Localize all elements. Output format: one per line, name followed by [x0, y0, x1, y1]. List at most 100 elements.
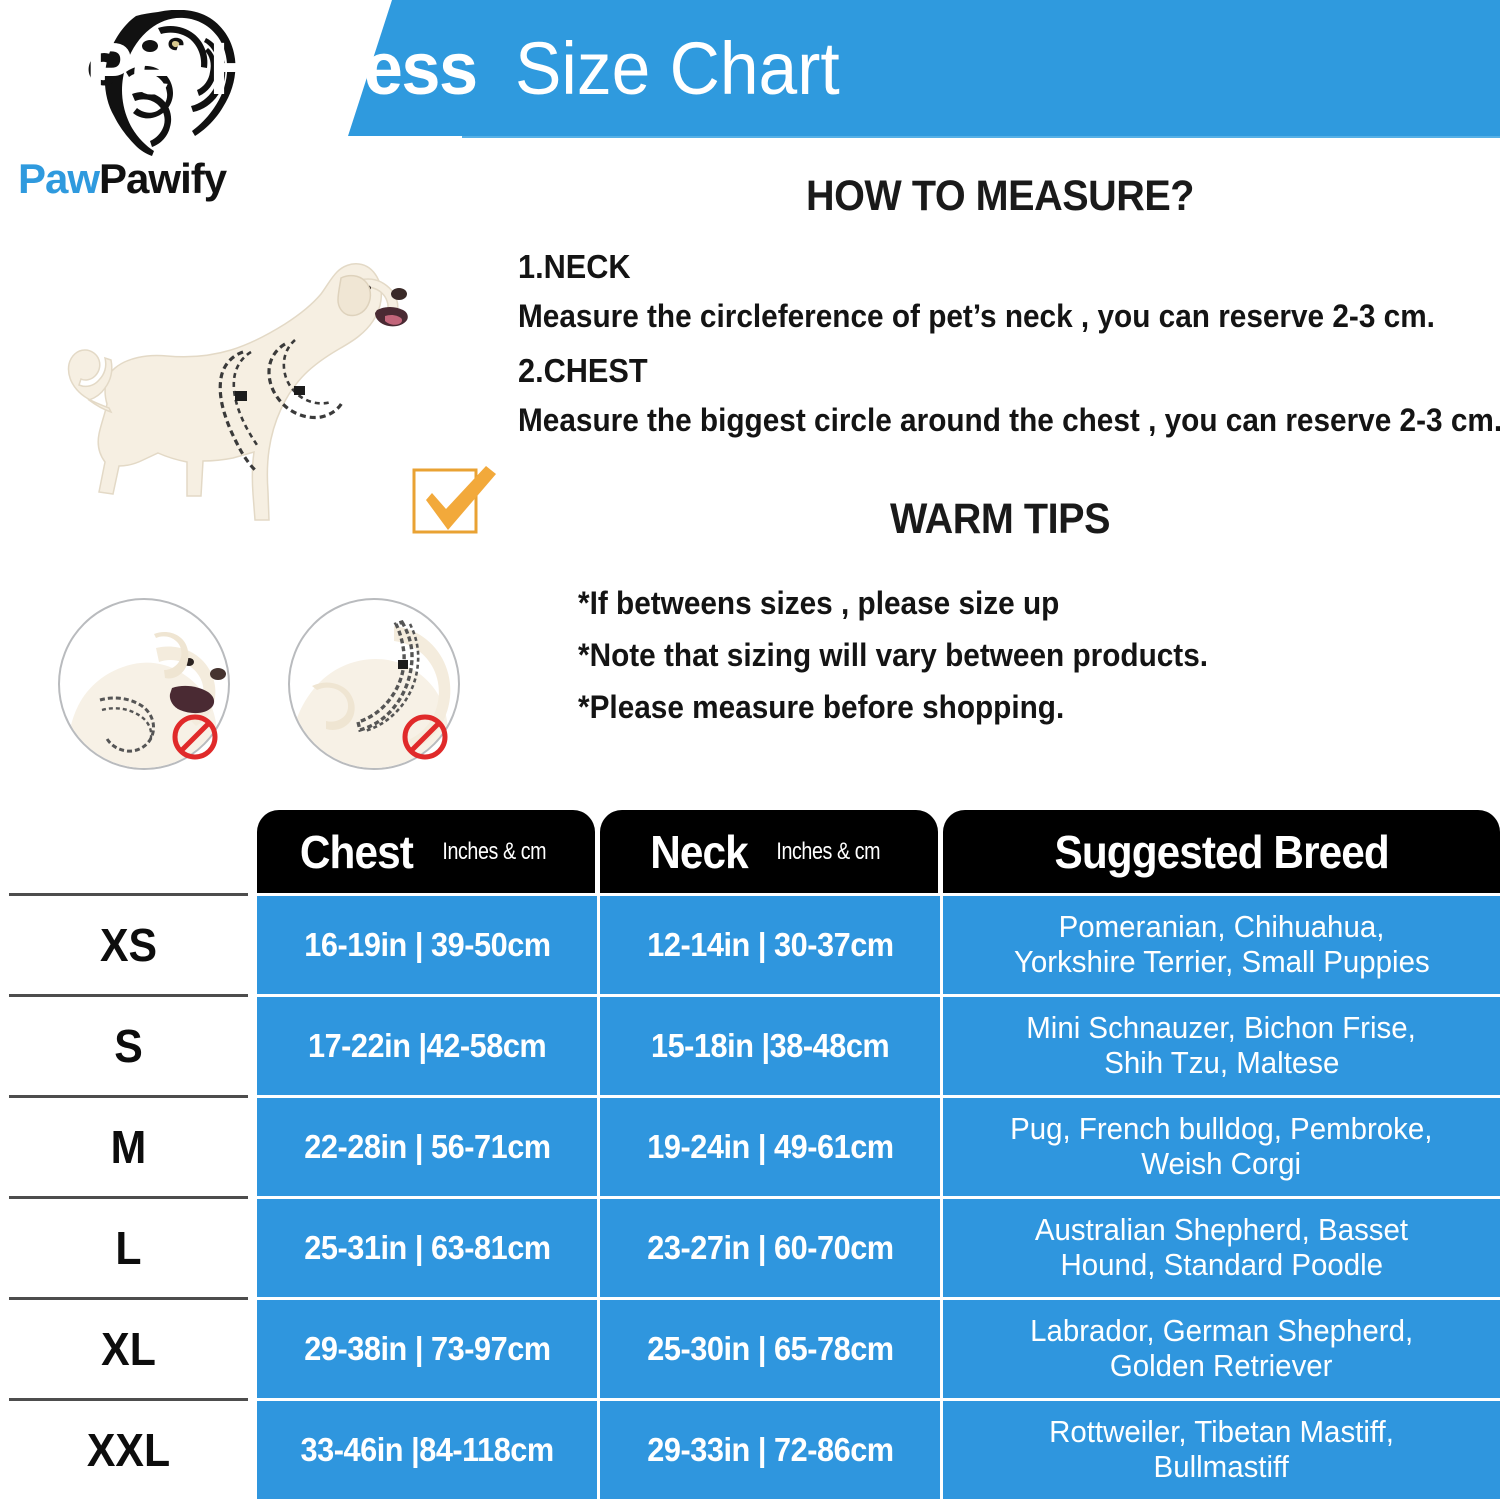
cell-chest-text: 33-46in |84-118cm: [300, 1431, 554, 1468]
cell-size: S: [8, 994, 249, 1095]
column-divider: [597, 893, 600, 994]
cell-chest-text: 25-31in | 63-81cm: [303, 1229, 551, 1266]
column-divider: [940, 1297, 943, 1398]
cell-chest-text: 16-19in | 39-50cm: [303, 926, 551, 963]
column-divider: [597, 1095, 600, 1196]
cell-chest: 17-22in |42-58cm: [257, 994, 597, 1095]
page-title: Pet Harness Size Chart: [86, 14, 1146, 124]
cell-size: XS: [8, 893, 249, 994]
cell-breed: Australian Shepherd, Basset Hound, Stand…: [943, 1196, 1500, 1297]
no-entry-icon: [170, 712, 220, 762]
cell-neck-text: 15-18in |38-48cm: [650, 1027, 890, 1064]
cell-neck-text: 23-27in | 60-70cm: [646, 1229, 894, 1266]
dog-head-icon: [58, 9, 278, 160]
cell-breed: Labrador, German Shepherd, Golden Retrie…: [943, 1297, 1500, 1398]
cell-neck: 19-24in | 49-61cm: [600, 1095, 940, 1196]
column-divider: [597, 1196, 600, 1297]
cell-breed-line1: Australian Shepherd, Basset: [1034, 1212, 1409, 1248]
cell-breed-line1: Pug, French bulldog, Pembroke,: [1010, 1111, 1433, 1147]
column-divider: [940, 1196, 943, 1297]
cell-chest: 16-19in | 39-50cm: [257, 893, 597, 994]
cell-chest-text: 22-28in | 56-71cm: [303, 1128, 551, 1165]
table-row: S 17-22in |42-58cm 15-18in |38-48cm Mini…: [0, 994, 1500, 1095]
table-row: XS 16-19in | 39-50cm 12-14in | 30-37cm P…: [0, 893, 1500, 994]
cell-neck: 12-14in | 30-37cm: [600, 893, 940, 994]
cell-size: L: [8, 1196, 249, 1297]
cell-chest: 29-38in | 73-97cm: [257, 1297, 597, 1398]
size-chart-table: Chest Inches & cm Neck Inches & cm Sugge…: [0, 800, 1500, 1500]
header-banner: [348, 0, 1500, 136]
cell-breed: Rottweiler, Tibetan Mastiff, Bullmastiff: [943, 1398, 1500, 1499]
cell-neck-text: 25-30in | 65-78cm: [646, 1330, 894, 1367]
cell-size: XXL: [8, 1398, 249, 1499]
brand-logo: PawPawify: [10, 9, 320, 220]
measure-step-2-text: Measure the biggest circle around the ch…: [518, 402, 1500, 438]
table-row: XXL 33-46in |84-118cm 29-33in | 72-86cm …: [0, 1398, 1500, 1499]
column-divider: [597, 1297, 600, 1398]
column-header-breed: Suggested Breed: [943, 810, 1500, 893]
cell-chest: 22-28in | 56-71cm: [257, 1095, 597, 1196]
cell-breed: Pug, French bulldog, Pembroke, Weish Cor…: [943, 1095, 1500, 1196]
warm-tips-heading: WARM TIPS: [889, 495, 1111, 543]
cell-neck-text: 12-14in | 30-37cm: [646, 926, 894, 963]
brand-name-part1: Paw: [18, 155, 100, 202]
column-divider: [940, 994, 943, 1095]
column-divider: [597, 1398, 600, 1499]
measure-step-2-label: 2.CHEST: [518, 352, 648, 389]
table-header-row: Chest Inches & cm Neck Inches & cm Sugge…: [0, 800, 1500, 893]
dog-with-measuring-tape-photo: [55, 248, 485, 578]
cell-neck-text: 29-33in | 72-86cm: [646, 1431, 894, 1468]
cell-breed-line2: Shih Tzu, Maltese: [1103, 1045, 1340, 1080]
column-divider: [940, 1398, 943, 1499]
cell-chest: 25-31in | 63-81cm: [257, 1196, 597, 1297]
cell-neck: 25-30in | 65-78cm: [600, 1297, 940, 1398]
cell-size: XL: [8, 1297, 249, 1398]
orange-checkmark-icon: [408, 460, 500, 540]
cell-breed-line1: Pomeranian, Chihuahua,: [1058, 909, 1385, 945]
cell-breed-line1: Labrador, German Shepherd,: [1029, 1313, 1414, 1349]
cell-neck: 15-18in |38-48cm: [600, 994, 940, 1095]
how-to-measure-heading: HOW TO MEASURE?: [806, 172, 1194, 220]
column-header-chest-units: Inches & cm: [442, 837, 546, 865]
table-row: XL 29-38in | 73-97cm 25-30in | 65-78cm L…: [0, 1297, 1500, 1398]
warm-tip-item: *Note that sizing will vary between prod…: [578, 637, 1209, 673]
cell-breed-line2: Yorkshire Terrier, Small Puppies: [1013, 944, 1430, 979]
cell-breed: Mini Schnauzer, Bichon Frise, Shih Tzu, …: [943, 994, 1500, 1095]
cell-breed-line2: Weish Corgi: [1141, 1146, 1302, 1181]
column-header-chest: Chest Inches & cm: [257, 810, 595, 893]
brand-wordmark: PawPawify: [18, 158, 318, 200]
cell-chest: 33-46in |84-118cm: [257, 1398, 597, 1499]
dog-neck-tight-tape-photo: [288, 598, 460, 770]
no-entry-icon: [400, 712, 450, 762]
cell-breed: Pomeranian, Chihuahua, Yorkshire Terrier…: [943, 893, 1500, 994]
cell-breed-line1: Rottweiler, Tibetan Mastiff,: [1049, 1414, 1394, 1450]
column-divider: [597, 994, 600, 1095]
cell-chest-text: 17-22in |42-58cm: [307, 1027, 547, 1064]
title-light-part: Size Chart: [515, 27, 841, 110]
column-header-neck-units: Inches & cm: [776, 837, 881, 865]
dog-neck-loose-tape-photo: [58, 598, 230, 770]
column-header-neck: Neck Inches & cm: [600, 810, 938, 893]
cell-neck: 23-27in | 60-70cm: [600, 1196, 940, 1297]
cell-breed-line1: Mini Schnauzer, Bichon Frise,: [1026, 1010, 1417, 1046]
brand-name-part2: Pawify: [99, 155, 227, 202]
cell-chest-text: 29-38in | 73-97cm: [303, 1330, 551, 1367]
cell-breed-line2: Bullmastiff: [1153, 1449, 1290, 1484]
warm-tip-item: *If betweens sizes , please size up: [578, 585, 1060, 621]
measure-step-1-text: Measure the circleference of pet’s neck …: [518, 298, 1435, 334]
cell-breed-line2: Golden Retriever: [1110, 1348, 1333, 1383]
title-bold-part: Pet Harness: [86, 27, 478, 110]
cell-neck: 29-33in | 72-86cm: [600, 1398, 940, 1499]
measure-step-1-label: 1.NECK: [518, 248, 631, 285]
column-header-neck-label: Neck: [650, 825, 748, 878]
column-header-chest-label: Chest: [299, 825, 414, 878]
table-row: L 25-31in | 63-81cm 23-27in | 60-70cm Au…: [0, 1196, 1500, 1297]
column-divider: [940, 893, 943, 994]
cell-breed-line2: Hound, Standard Poodle: [1060, 1247, 1383, 1282]
cell-neck-text: 19-24in | 49-61cm: [646, 1128, 894, 1165]
column-divider: [940, 1095, 943, 1196]
warm-tip-item: *Please measure before shopping.: [578, 689, 1065, 725]
table-row: M 22-28in | 56-71cm 19-24in | 49-61cm Pu…: [0, 1095, 1500, 1196]
table-body: XS 16-19in | 39-50cm 12-14in | 30-37cm P…: [0, 893, 1500, 1499]
